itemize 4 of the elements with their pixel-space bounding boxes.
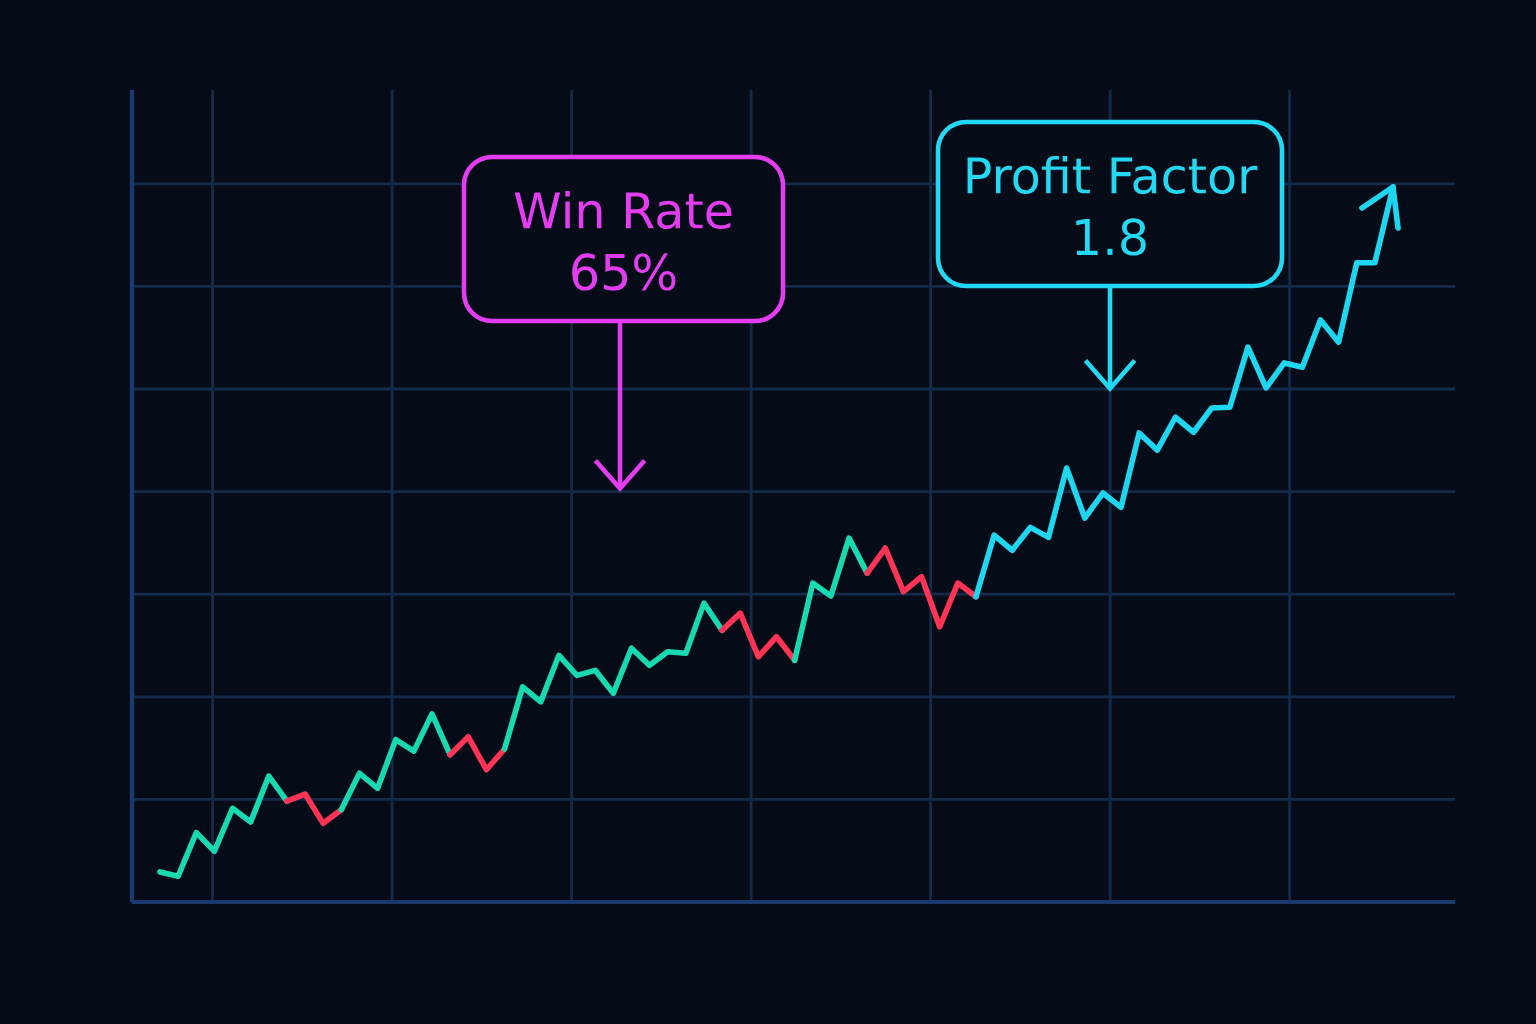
- annotation: 65%: [572, 253, 676, 291]
- annotation: Win Rate: [514, 190, 732, 230]
- annotation: 1.8: [1076, 218, 1146, 256]
- annotation: Profit Factor: [967, 155, 1258, 195]
